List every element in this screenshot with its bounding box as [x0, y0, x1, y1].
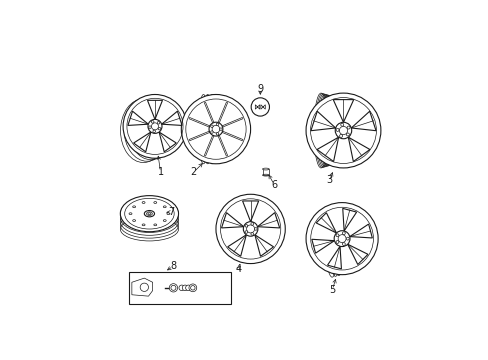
Circle shape — [250, 222, 253, 225]
Circle shape — [158, 127, 161, 130]
Text: 2: 2 — [190, 167, 197, 177]
Circle shape — [190, 285, 195, 290]
Circle shape — [157, 122, 160, 124]
Ellipse shape — [144, 211, 154, 217]
Ellipse shape — [132, 206, 135, 208]
Text: 7: 7 — [168, 207, 174, 217]
Circle shape — [148, 126, 151, 129]
Circle shape — [216, 123, 218, 126]
Circle shape — [151, 121, 154, 123]
Circle shape — [188, 284, 196, 292]
Circle shape — [243, 222, 257, 236]
Ellipse shape — [142, 224, 145, 226]
Circle shape — [181, 94, 250, 164]
Ellipse shape — [166, 213, 169, 215]
Circle shape — [216, 194, 285, 264]
Circle shape — [244, 231, 247, 233]
Circle shape — [346, 133, 348, 136]
Circle shape — [251, 98, 269, 116]
Circle shape — [123, 94, 186, 158]
Ellipse shape — [163, 220, 166, 221]
Bar — [262, 169, 268, 175]
Circle shape — [148, 120, 162, 133]
Circle shape — [339, 134, 342, 138]
Circle shape — [185, 285, 191, 291]
Circle shape — [342, 232, 345, 235]
Text: 1: 1 — [157, 167, 163, 177]
Text: 3: 3 — [326, 175, 332, 185]
Text: 5: 5 — [328, 285, 335, 295]
Circle shape — [153, 130, 155, 132]
Circle shape — [335, 240, 338, 243]
Circle shape — [182, 285, 187, 291]
Circle shape — [244, 225, 247, 227]
Circle shape — [254, 228, 257, 230]
Circle shape — [305, 203, 377, 275]
Circle shape — [179, 285, 184, 291]
Circle shape — [250, 233, 253, 235]
Circle shape — [335, 122, 351, 139]
Circle shape — [335, 129, 338, 131]
Bar — [128, 272, 231, 304]
Ellipse shape — [163, 206, 166, 208]
Text: 8: 8 — [170, 261, 176, 271]
Ellipse shape — [154, 202, 157, 203]
Circle shape — [346, 237, 348, 240]
Circle shape — [333, 231, 349, 247]
Ellipse shape — [262, 168, 268, 170]
Circle shape — [346, 126, 349, 129]
Ellipse shape — [129, 213, 132, 215]
Ellipse shape — [142, 202, 145, 203]
Text: 9: 9 — [257, 84, 263, 94]
Circle shape — [219, 128, 222, 130]
Circle shape — [305, 93, 380, 168]
Circle shape — [335, 234, 338, 237]
Ellipse shape — [154, 224, 157, 226]
Circle shape — [210, 125, 213, 127]
Circle shape — [210, 131, 213, 133]
Text: 4: 4 — [235, 264, 241, 274]
Circle shape — [216, 132, 218, 135]
Ellipse shape — [132, 220, 135, 221]
Circle shape — [342, 243, 345, 246]
Ellipse shape — [120, 195, 178, 232]
Text: 6: 6 — [270, 180, 277, 190]
Circle shape — [208, 122, 223, 136]
Circle shape — [169, 284, 177, 292]
Circle shape — [340, 123, 343, 126]
Circle shape — [171, 285, 176, 290]
